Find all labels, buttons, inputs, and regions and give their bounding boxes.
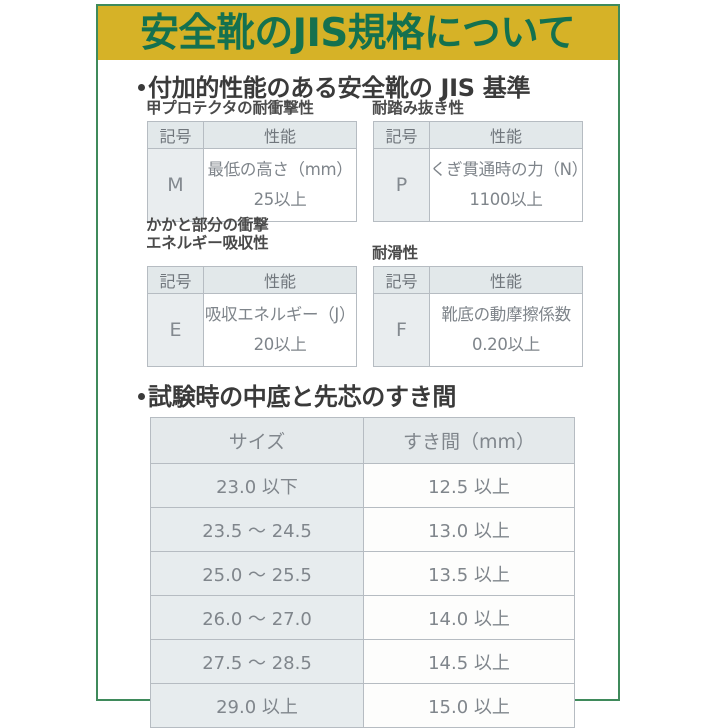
table-row: P くぎ貫通時の力（N） 1100以上 xyxy=(373,148,588,222)
cell-gap: 14.0 以上 xyxy=(363,595,575,640)
cell-gap: 12.5 以上 xyxy=(363,463,575,508)
cell-gap: 13.0 以上 xyxy=(363,507,575,552)
caption-heel-energy-absorption: かかと部分の衝撃 エネルギー吸収性 xyxy=(146,216,269,252)
header-performance: 性能 xyxy=(203,266,357,294)
table-row: E 吸収エネルギー（J） 20以上 xyxy=(147,293,357,367)
cell-size: 27.5 〜 28.5 xyxy=(150,639,364,684)
table-puncture-resistance: 記号 性能 P くぎ貫通時の力（N） 1100以上 xyxy=(373,121,588,222)
header-symbol: 記号 xyxy=(147,266,204,294)
header-performance: 性能 xyxy=(203,121,357,149)
cell-gap: 13.5 以上 xyxy=(363,551,575,596)
header-symbol: 記号 xyxy=(373,266,430,294)
section-heading-jis-criteria: 付加的性能のある安全靴の JIS 基準 xyxy=(138,68,530,103)
header-performance: 性能 xyxy=(429,121,583,149)
section2-heading-text: 試験時の中底と先芯のすき間 xyxy=(148,383,457,411)
cell-gap: 14.5 以上 xyxy=(363,639,575,684)
leaflet-frame: 安全靴のJIS規格について 付加的性能のある安全靴の JIS 基準 甲プロテクタ… xyxy=(96,4,620,728)
header-size: サイズ xyxy=(150,417,364,464)
performance-line-2: 25以上 xyxy=(253,190,307,209)
table-insole-toecap-gap: サイズ すき間（mm） 23.0 以下 12.5 以上 23.5 〜 24.5 … xyxy=(150,417,575,728)
cell-size: 23.5 〜 24.5 xyxy=(150,507,364,552)
performance-line-1: くぎ貫通時の力（N） xyxy=(430,160,588,179)
cell-performance: 靴底の動摩擦係数 0.20以上 xyxy=(429,293,583,367)
table-row: F 靴底の動摩擦係数 0.20以上 xyxy=(373,293,583,367)
cell-gap: 15.0 以上 xyxy=(363,683,575,728)
table-row: 23.0 以下 12.5 以上 xyxy=(150,463,575,508)
table-row: 記号 性能 xyxy=(373,266,583,294)
title-bar: 安全靴のJIS規格について xyxy=(98,6,618,60)
cell-symbol: M xyxy=(147,148,204,222)
caption-slip-resistance: 耐滑性 xyxy=(372,244,418,262)
bullet-icon xyxy=(138,393,145,400)
cell-performance: くぎ貫通時の力（N） 1100以上 xyxy=(429,148,588,222)
content-area: 付加的性能のある安全靴の JIS 基準 甲プロテクタの耐衝撃性 耐踏み抜き性 記… xyxy=(98,60,618,728)
table-row: 記号 性能 xyxy=(147,121,357,149)
table-row: 23.5 〜 24.5 13.0 以上 xyxy=(150,507,575,552)
bullet-icon xyxy=(138,84,145,91)
cell-size: 26.0 〜 27.0 xyxy=(150,595,364,640)
cell-size: 23.0 以下 xyxy=(150,463,364,508)
table-row: 27.5 〜 28.5 14.5 以上 xyxy=(150,639,575,684)
cell-symbol: F xyxy=(373,293,430,367)
cell-size: 29.0 以上 xyxy=(150,683,364,728)
caption-puncture-resistance: 耐踏み抜き性 xyxy=(372,99,464,117)
table-row: 26.0 〜 27.0 14.0 以上 xyxy=(150,595,575,640)
table-row: 25.0 〜 25.5 13.5 以上 xyxy=(150,551,575,596)
performance-line-2: 1100以上 xyxy=(469,190,543,209)
header-symbol: 記号 xyxy=(147,121,204,149)
cell-performance: 最低の高さ（mm） 25以上 xyxy=(203,148,357,222)
table-row: 29.0 以上 15.0 以上 xyxy=(150,683,575,728)
page-root: 安全靴のJIS規格について 付加的性能のある安全靴の JIS 基準 甲プロテクタ… xyxy=(96,4,620,728)
table-row: 記号 性能 xyxy=(373,121,583,149)
table-row: M 最低の高さ（mm） 25以上 xyxy=(147,148,357,222)
performance-line-2: 20以上 xyxy=(253,335,307,354)
page-title: 安全靴のJIS規格について xyxy=(140,10,576,56)
table-heel-energy-absorption: 記号 性能 E 吸収エネルギー（J） 20以上 xyxy=(147,266,357,367)
header-symbol: 記号 xyxy=(373,121,430,149)
caption-impact-resistance: 甲プロテクタの耐衝撃性 xyxy=(146,99,314,117)
cell-performance: 吸収エネルギー（J） 20以上 xyxy=(203,293,357,367)
table-impact-resistance: 記号 性能 M 最低の高さ（mm） 25以上 xyxy=(147,121,357,222)
cell-symbol: P xyxy=(373,148,430,222)
section1-heading-text: 付加的性能のある安全靴の JIS 基準 xyxy=(148,74,531,102)
performance-line-2: 0.20以上 xyxy=(472,335,540,354)
header-performance: 性能 xyxy=(429,266,583,294)
section-heading-insole-gap: 試験時の中底と先芯のすき間 xyxy=(138,377,456,412)
cell-size: 25.0 〜 25.5 xyxy=(150,551,364,596)
header-gap: すき間（mm） xyxy=(363,417,575,464)
table-slip-resistance: 記号 性能 F 靴底の動摩擦係数 0.20以上 xyxy=(373,266,583,367)
cell-symbol: E xyxy=(147,293,204,367)
performance-line-1: 最低の高さ（mm） xyxy=(207,160,353,179)
performance-line-1: 靴底の動摩擦係数 xyxy=(441,305,571,324)
performance-line-1: 吸収エネルギー（J） xyxy=(204,305,356,324)
table-row: 記号 性能 xyxy=(147,266,357,294)
table-row: サイズ すき間（mm） xyxy=(150,417,575,464)
